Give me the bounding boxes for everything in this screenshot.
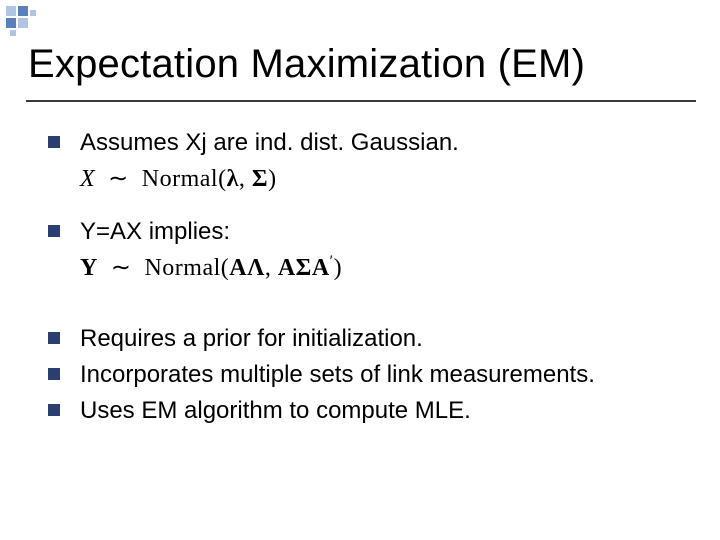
bullet-text: Requires a prior for initialization. [80,325,423,352]
square-bullet-icon [48,136,60,148]
formula-2: Y ∼ Normal(AΛ, AΣA′) [48,253,690,282]
bullet-text: Y=AX implies: [80,218,230,245]
bullet-item-2: Y=AX implies: [48,217,690,247]
bullet-item-5: Uses EM algorithm to compute MLE. [48,396,690,426]
title-rule [26,100,696,102]
bullet-text: Incorporates multiple sets of link measu… [80,361,595,388]
formula-1: X ∼ Normal(λ, Σ) [48,164,690,193]
square-bullet-icon [48,368,60,380]
square-bullet-icon [48,404,60,416]
bullet-item-1: Assumes Xj are ind. dist. Gaussian. [48,128,690,158]
slide: Expectation Maximization (EM) Assumes Xj… [0,0,720,540]
square-bullet-icon [48,332,60,344]
slide-title: Expectation Maximization (EM) [28,42,585,87]
bullet-text: Uses EM algorithm to compute MLE. [80,397,471,424]
corner-decoration [6,6,62,34]
bullet-item-4: Incorporates multiple sets of link measu… [48,360,690,390]
bullet-text: Assumes Xj are ind. dist. Gaussian. [80,129,459,156]
square-bullet-icon [48,225,60,237]
bullet-item-3: Requires a prior for initialization. [48,324,690,354]
slide-body: Assumes Xj are ind. dist. Gaussian. X ∼ … [48,128,690,432]
